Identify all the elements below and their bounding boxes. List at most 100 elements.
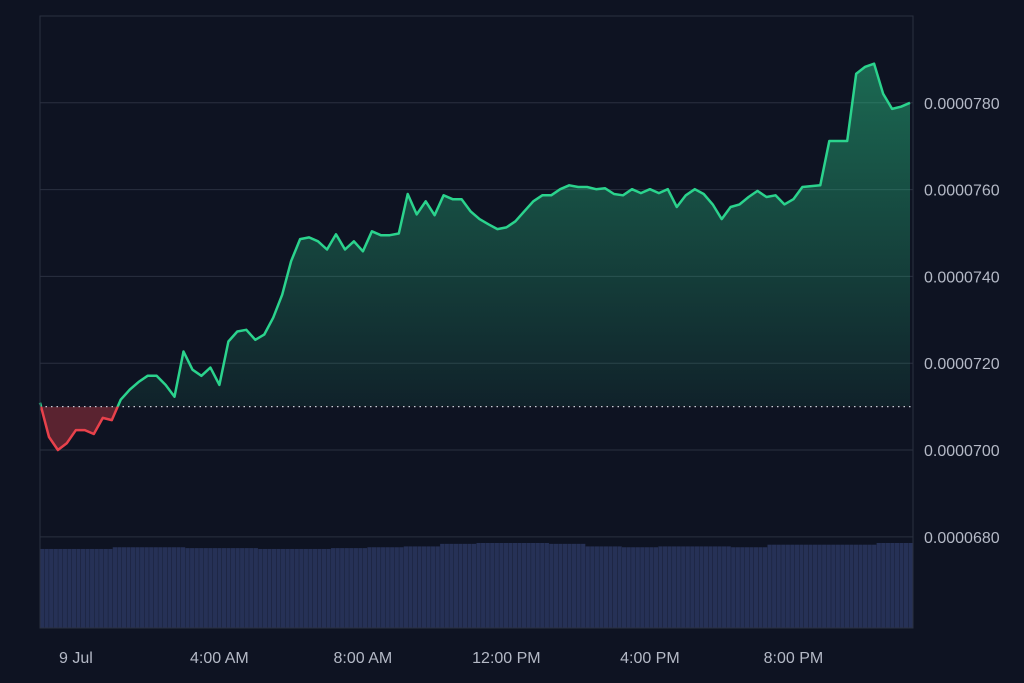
volume-bar — [435, 546, 440, 628]
volume-bar — [708, 546, 713, 628]
volume-bar — [535, 543, 540, 628]
volume-bar — [849, 544, 854, 628]
volume-bar — [722, 546, 727, 628]
y-tick-label: 0.0000760 — [924, 183, 1000, 200]
volume-bar — [394, 547, 399, 628]
volume-bar — [603, 546, 609, 628]
y-tick-label: 0.0000720 — [924, 356, 1000, 373]
volume-bar — [371, 547, 377, 628]
volume-bar — [576, 543, 581, 628]
volume-bar — [562, 543, 568, 628]
volume-bar — [49, 548, 54, 628]
price-line-up — [38, 62, 911, 407]
volume-bar — [858, 544, 863, 628]
plot-frame — [39, 15, 914, 629]
volume-bar — [749, 547, 754, 628]
y-tick-label: 0.0000680 — [924, 530, 1000, 547]
volume-bar — [867, 544, 872, 628]
volume-bar — [876, 543, 881, 628]
volume-bar — [467, 543, 472, 628]
volume-bar — [767, 544, 772, 628]
volume-bar — [690, 546, 695, 628]
volume-bar — [171, 547, 177, 628]
volume-bar — [490, 543, 495, 628]
volume-bar — [531, 543, 536, 628]
volume-bar — [676, 546, 681, 628]
x-tick-label: 12:00 PM — [472, 650, 540, 667]
volume-bar — [385, 547, 390, 628]
volume-bar — [831, 544, 836, 628]
y-tick-label: 0.0000740 — [924, 269, 1000, 286]
volume-bar — [76, 548, 81, 628]
volume-bar — [185, 548, 190, 628]
price-areas — [40, 63, 911, 450]
volume-bar — [667, 546, 672, 628]
volume-bar — [244, 548, 249, 628]
volume-bar — [158, 547, 163, 628]
volume-bar — [212, 548, 218, 628]
volume-bar — [481, 543, 486, 628]
volume-bar — [126, 547, 131, 628]
volume-bar — [399, 547, 404, 628]
volume-bar — [444, 543, 449, 628]
volume-bar — [772, 544, 777, 628]
volume-bar — [203, 548, 208, 628]
volume-bar — [258, 548, 263, 628]
volume-bar — [626, 547, 631, 628]
volume-bar — [494, 543, 499, 628]
volume-bar — [835, 544, 840, 628]
volume-bar — [417, 546, 422, 628]
volume-bar — [299, 548, 304, 628]
volume-bar — [230, 548, 236, 628]
volume-bar — [190, 548, 195, 628]
volume-bar — [485, 543, 490, 628]
volume-bar — [908, 543, 913, 628]
volume-bar — [44, 548, 49, 628]
volume-bar — [685, 546, 690, 628]
x-axis: 9 Jul 4:00 AM 8:00 AM 12:00 PM 4:00 PM 8:00 P… — [59, 650, 823, 667]
volume-bar — [53, 548, 58, 628]
volume-bar — [280, 548, 286, 628]
volume-bar — [312, 548, 318, 628]
x-tick-label: 8:00 PM — [764, 650, 824, 667]
volume-bar — [640, 547, 645, 628]
volume-bar — [317, 548, 322, 628]
volume-bar — [744, 547, 750, 628]
volume-bar — [608, 546, 613, 628]
volume-bar — [544, 543, 549, 628]
volume-bar — [822, 544, 827, 628]
volume-bar — [94, 548, 99, 628]
volume-bar — [253, 548, 258, 628]
volume-bar — [649, 547, 654, 628]
volume-bar — [294, 548, 299, 628]
x-tick-label: 9 Jul — [59, 650, 93, 667]
volume-bar — [180, 547, 186, 628]
volume-bar — [585, 546, 590, 628]
volume-bar — [453, 543, 459, 628]
volume-bar — [130, 547, 136, 628]
volume-bar — [508, 543, 513, 628]
volume-bar — [658, 546, 663, 628]
volume-bar — [108, 548, 113, 628]
volume-bar — [567, 543, 572, 628]
volume-bar — [622, 547, 627, 628]
volume-bar — [431, 546, 436, 628]
volume-bar — [799, 544, 804, 628]
price-lines — [38, 62, 911, 452]
volume-bar — [85, 548, 90, 628]
volume-bar — [135, 547, 140, 628]
volume-bar — [390, 547, 395, 628]
volume-bar — [144, 547, 149, 628]
volume-bar — [117, 547, 122, 628]
volume-bar — [471, 543, 477, 628]
volume-bar — [808, 544, 813, 628]
volume-bar — [881, 543, 886, 628]
volume-bar — [476, 543, 481, 628]
volume-bar — [67, 548, 72, 628]
volume-bar — [540, 543, 545, 628]
volume-bar — [844, 544, 850, 628]
volume-bar — [499, 543, 504, 628]
volume-bar — [367, 547, 372, 628]
volume-bar — [290, 548, 295, 628]
